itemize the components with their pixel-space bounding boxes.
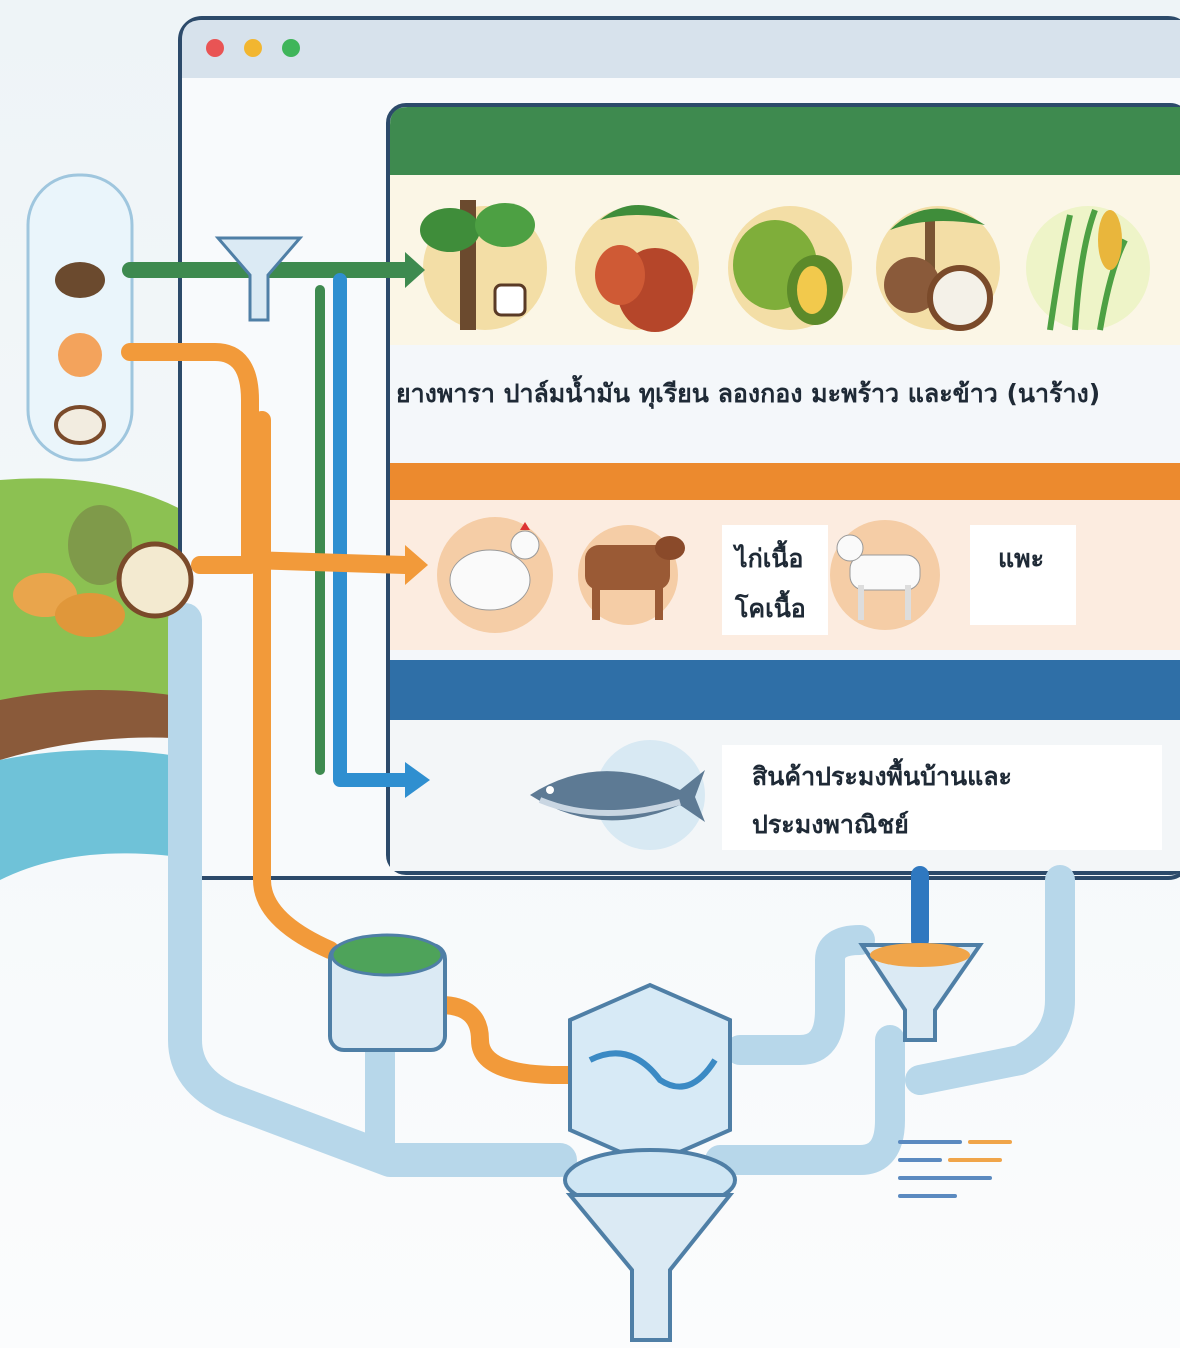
- fishery-label: สินค้าประมงพื้นบ้านและ: [752, 757, 1012, 791]
- fishery-label: ประมงพาณิชย์: [752, 810, 909, 839]
- crop-icons: [420, 200, 1150, 332]
- crop-band: [390, 107, 1180, 175]
- soil: [0, 690, 200, 760]
- arrow-head: [405, 545, 428, 585]
- funnel: [214, 236, 304, 322]
- browser-bar: [182, 20, 1180, 78]
- funnel: [858, 943, 984, 1042]
- arrow-head: [405, 762, 430, 798]
- livestock-label: โคเนื้อ: [734, 589, 806, 623]
- sample-tube: [26, 173, 134, 462]
- bottom-funnel: [565, 1193, 735, 1342]
- window-dot: [244, 39, 262, 57]
- cube-pattern: [588, 1050, 718, 1090]
- tube-item: [55, 262, 105, 298]
- tube-item: [58, 333, 102, 377]
- fishery-band: [390, 660, 1180, 720]
- label-box: [722, 745, 1162, 850]
- tube-item: [54, 405, 106, 445]
- pipes: [121, 262, 1075, 1177]
- funnel-content: [870, 943, 970, 967]
- fish-icon: [530, 740, 705, 850]
- label-box: [722, 525, 828, 635]
- river: [0, 750, 200, 880]
- window-dot: [206, 39, 224, 57]
- livestock-icons: [437, 517, 940, 633]
- crop-label: ยางพารา ปาล์มน้ำมัน ทุเรียน ลองกอง มะพร้…: [396, 374, 1100, 410]
- window-dot: [282, 39, 300, 57]
- produce: [13, 505, 194, 637]
- label-box: [970, 525, 1076, 625]
- tank-top: [330, 933, 444, 977]
- cube: [568, 982, 732, 1168]
- decor-lines: [898, 1140, 1012, 1198]
- livestock-label: ไก่เนื้อ: [732, 539, 803, 573]
- arrow-head: [405, 252, 425, 288]
- livestock-band: [390, 463, 1180, 500]
- livestock-label: แพะ: [998, 544, 1044, 573]
